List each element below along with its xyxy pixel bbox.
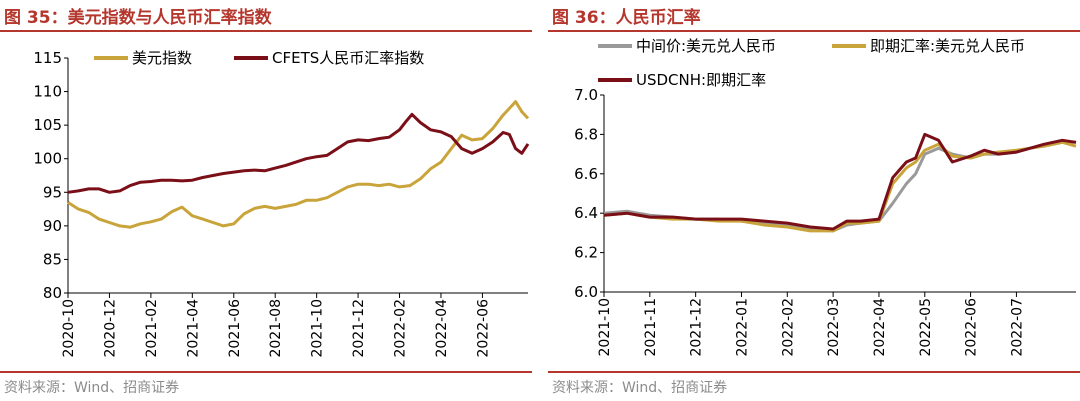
source-rule [0,371,532,373]
y-tick-label: 95 [43,183,62,201]
x-tick-label: 2021-04 [185,299,201,358]
rmb-rate-chart: 6.0 6.2 6.4 6.6 6.8 7.0 2021-10 2021-11 2021-12 2… [574,37,1077,357]
y-tick-label: 105 [33,116,62,134]
x-tick-label: 2022-01 [734,298,750,357]
title-rule [548,30,1080,32]
series-line [67,112,530,194]
x-tick-label: 2021-06 [227,299,243,358]
x-tick-label: 2020-12 [102,299,118,358]
series-line [67,100,530,229]
legend-label: 中间价:美元兑人民币 [636,37,776,55]
x-tick-label: 2022-05 [918,298,934,357]
x-tick-label: 2022-06 [475,299,491,358]
series-line [603,132,1077,231]
x-tick-label: 2021-11 [643,298,659,357]
figure-36-source: 资料来源：Wind、招商证券 [552,380,728,396]
y-tick-label: 100 [33,150,62,168]
legend-label: 美元指数 [132,49,192,67]
legend-label: CFETS人民币汇率指数 [272,49,424,67]
x-tick-label: 2022-03 [826,298,842,357]
x-tick-label: 2022-02 [780,298,796,357]
source-rule [548,371,1080,373]
x-tick-label: 2022-04 [434,299,450,358]
usd-index-chart: 80 85 90 95 100 105 110 115 2020-10 2020-12 2021-0… [33,49,530,358]
x-tick-label: 2021-08 [268,299,284,358]
x-tick-label: 2021-02 [144,299,160,358]
y-tick-label: 6.6 [574,165,598,183]
x-tick-label: 2021-10 [597,298,613,357]
x-tick-label: 2022-07 [1009,298,1025,357]
y-tick-label: 6.4 [574,204,598,222]
x-tick-label: 2022-04 [872,298,888,357]
chart-panel-rmb-rate: 图 36：人民币汇率 6.0 6.2 6.4 6.6 6.8 7.0 2021-10 2021… [548,0,1080,401]
y-tick-label: 6.8 [574,125,598,143]
figure-36-title: 图 36：人民币汇率 [552,8,701,28]
y-tick-label: 7.0 [574,86,598,104]
y-tick-label: 115 [33,49,62,67]
y-tick-label: 85 [43,250,62,268]
chart-panel-usd-index: 图 35：美元指数与人民币汇率指数 80 85 90 95 100 105 110 115 20… [0,0,532,401]
y-tick-label: 6.0 [574,283,598,301]
x-tick-label: 2020-10 [61,299,77,358]
x-tick-label: 2021-10 [310,299,326,358]
legend-label: USDCNH:即期汇率 [636,71,766,89]
y-tick-label: 110 [33,83,62,101]
x-tick-label: 2021-12 [689,298,705,357]
figure-35-source: 资料来源：Wind、招商证券 [4,380,180,396]
x-tick-label: 2022-06 [964,298,980,357]
y-tick-label: 6.2 [574,244,598,262]
legend-label: 即期汇率:美元兑人民币 [870,37,1025,55]
title-rule [0,30,532,32]
x-tick-label: 2021-12 [351,299,367,358]
y-tick-label: 90 [43,217,62,235]
figure-35-title: 图 35：美元指数与人民币汇率指数 [4,8,272,28]
y-tick-label: 80 [43,284,62,302]
x-tick-label: 2022-02 [393,299,409,358]
